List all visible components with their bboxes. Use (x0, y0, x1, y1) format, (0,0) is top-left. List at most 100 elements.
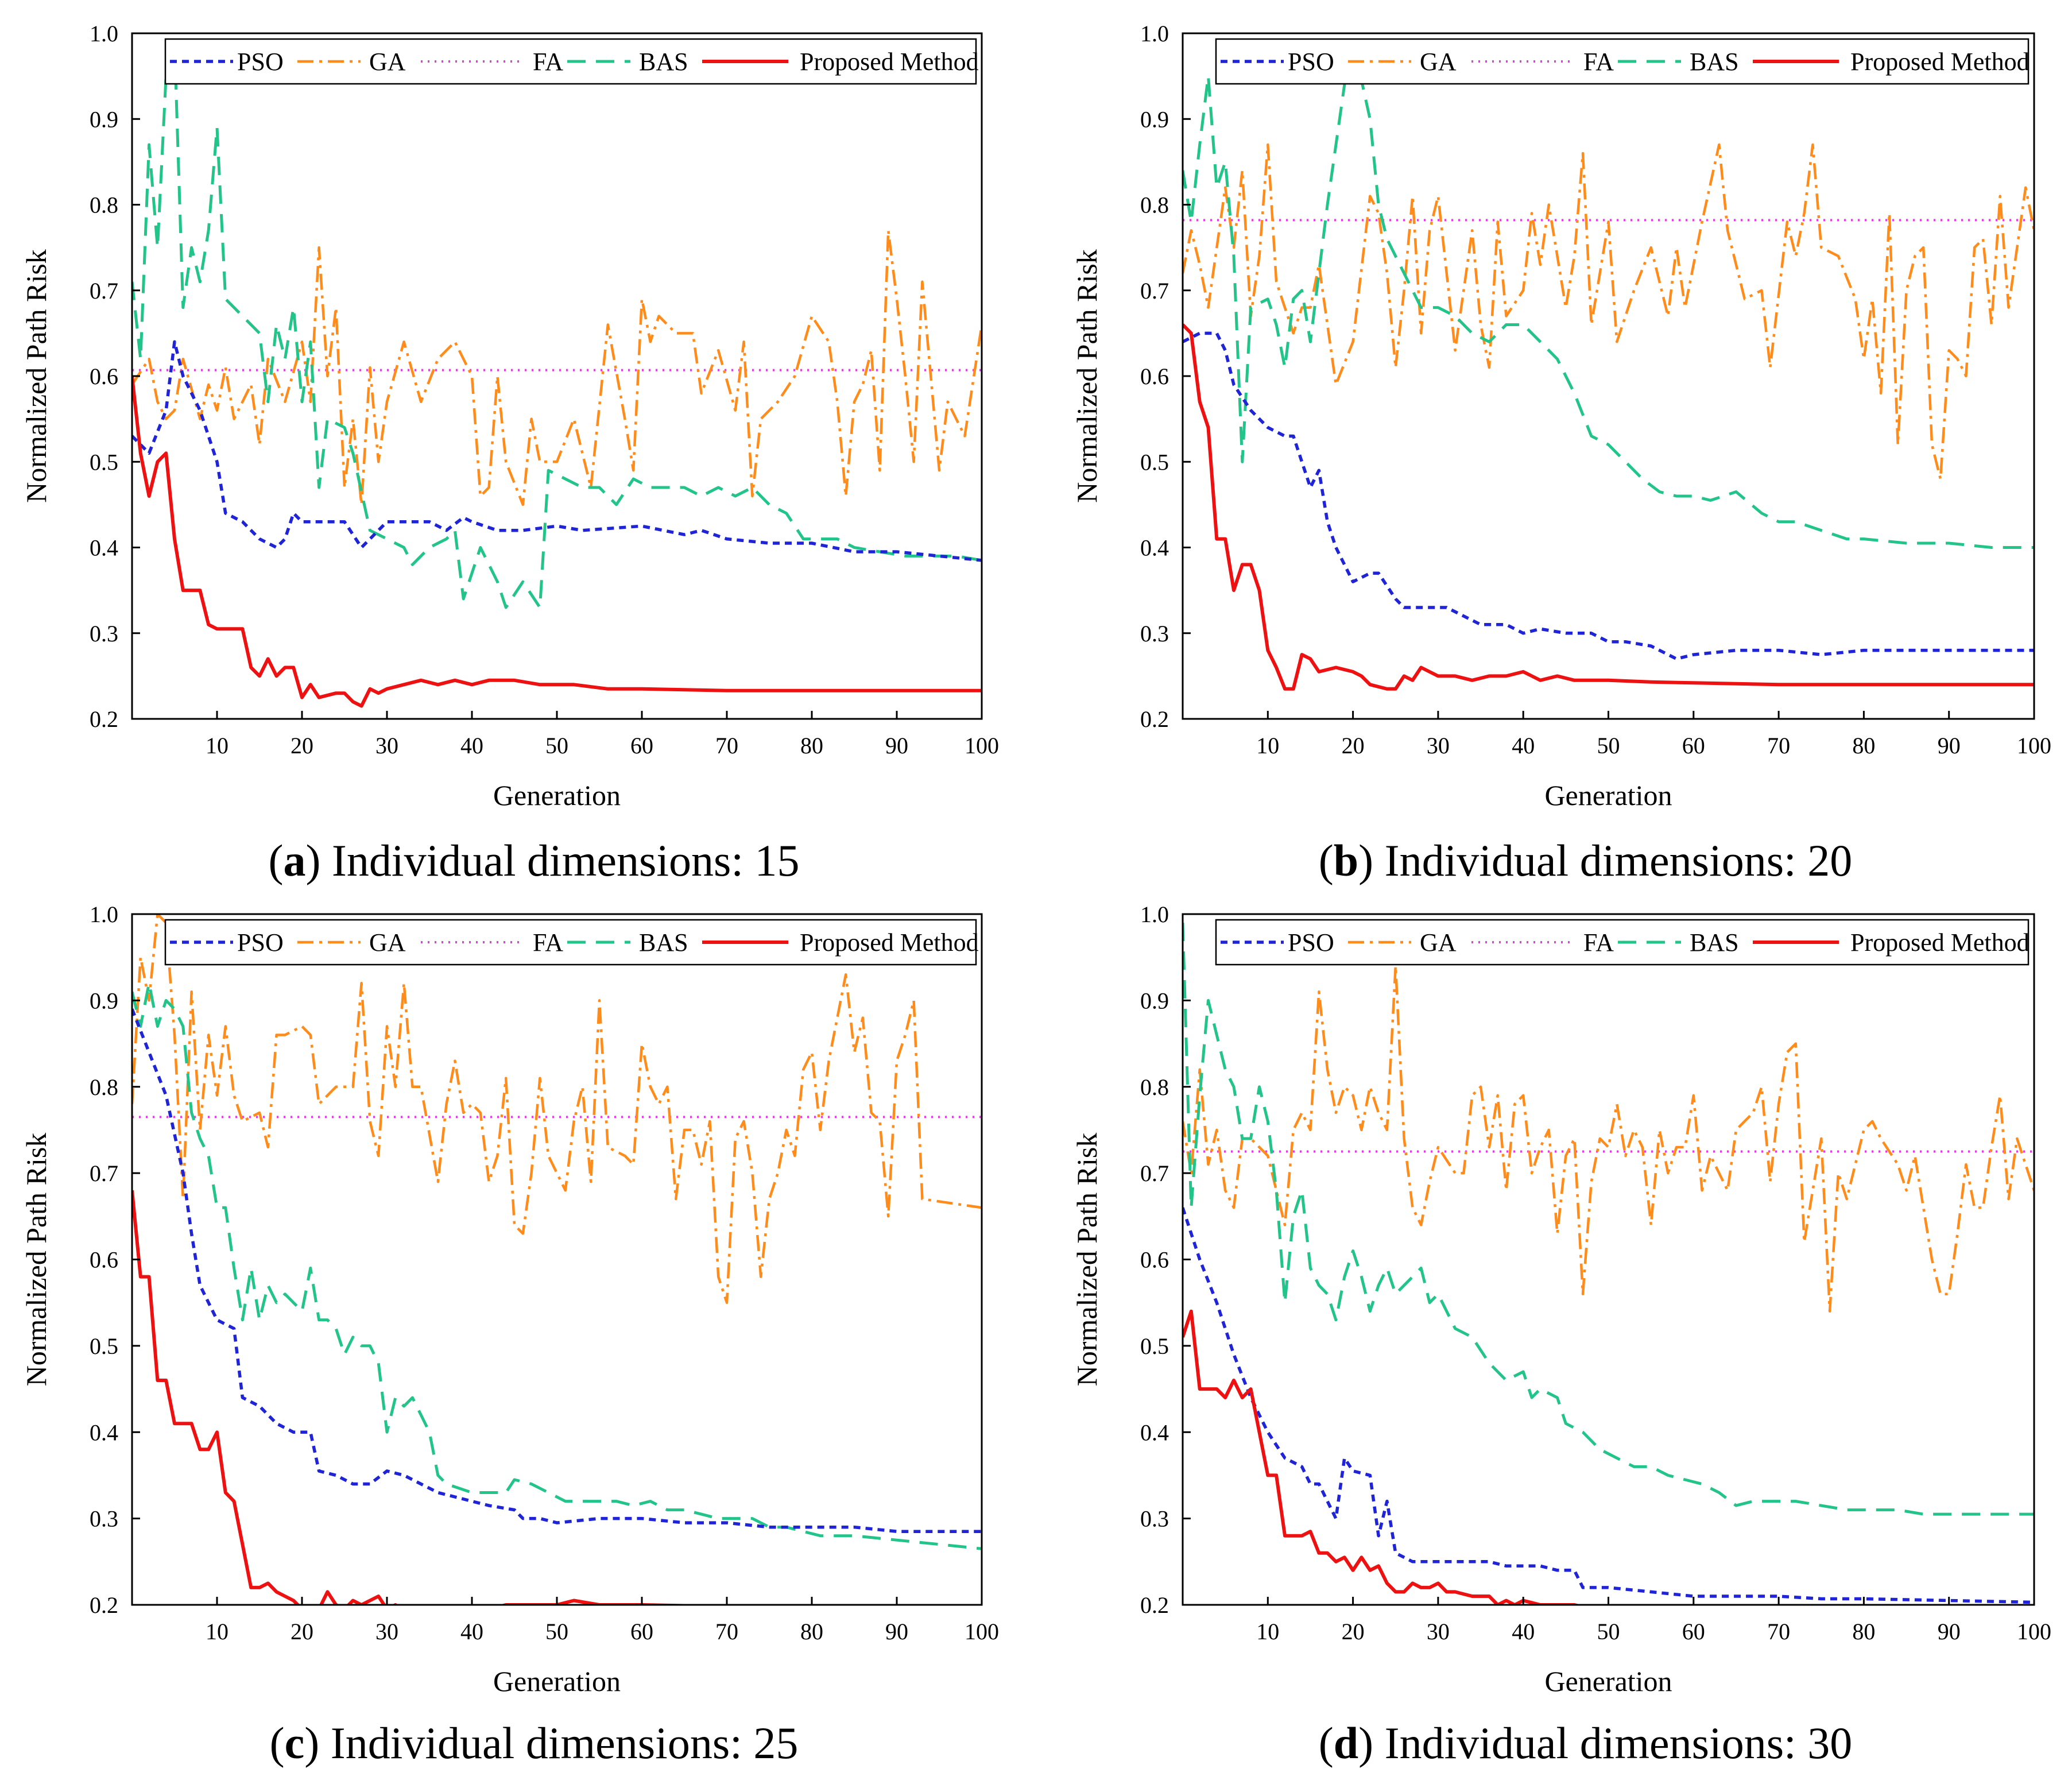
legend-label: Proposed Method (1850, 48, 2030, 76)
y-tick-label: 0.8 (1140, 1074, 1169, 1100)
caption-text: Individual dimensions: 15 (332, 835, 800, 885)
x-tick-label: 20 (291, 1619, 313, 1644)
y-tick-label: 0.8 (1140, 192, 1169, 218)
y-tick-label: 1.0 (1140, 21, 1169, 47)
series-line-proposed-method (1183, 1309, 1582, 1605)
caption-open-paren: ( (268, 835, 283, 885)
plot-frame (1182, 32, 2035, 720)
series-line-ga (1183, 143, 2034, 481)
x-tick-label: 70 (1767, 1619, 1790, 1644)
y-tick-label: 0.9 (90, 106, 118, 132)
x-tick-label: 100 (2017, 1619, 2051, 1644)
caption-panel-letter: a (283, 835, 305, 885)
x-tick-label: 40 (1512, 1619, 1535, 1644)
y-tick-label: 1.0 (1140, 901, 1169, 927)
caption-text: Individual dimensions: 30 (1385, 1718, 1853, 1768)
y-tick-label: 0.9 (1140, 988, 1169, 1013)
x-tick-label: 50 (1597, 1619, 1620, 1644)
legend-label: PSO (1288, 48, 1334, 76)
y-tick-label: 0.4 (90, 1419, 118, 1445)
y-tick-label: 0.5 (90, 449, 118, 475)
legend-label: FA (1583, 928, 1614, 957)
y-tick-label: 0.3 (90, 1506, 118, 1532)
y-tick-label: 0.9 (1140, 106, 1169, 132)
caption-close-paren: ) (305, 835, 331, 885)
y-tick-label: 0.2 (1140, 706, 1169, 732)
series-line-proposed-method (132, 376, 982, 708)
legend-label: GA (1420, 928, 1457, 957)
legend-label: BAS (639, 928, 688, 957)
x-tick-label: 10 (206, 1619, 228, 1644)
series-line-bas (1183, 922, 2034, 1516)
x-tick-label: 90 (1938, 733, 1961, 758)
y-tick-label: 1.0 (90, 901, 118, 927)
x-tick-label: 90 (885, 733, 908, 758)
legend: PSO GA FA BAS Proposed Method (164, 919, 979, 966)
x-axis-label: Generation (493, 1665, 621, 1697)
caption-panel-letter: d (1334, 1718, 1358, 1768)
x-tick-label: 30 (375, 1619, 398, 1644)
legend-label: PSO (237, 48, 284, 76)
y-tick-label: 0.8 (90, 1074, 118, 1100)
series-line-ga (132, 229, 982, 506)
x-tick-label: 50 (545, 733, 568, 758)
y-tick-label: 0.4 (90, 535, 118, 561)
legend-label: Proposed Method (1850, 928, 2030, 957)
y-tick-label: 0.7 (1140, 1160, 1169, 1186)
y-tick-label: 0.6 (1140, 363, 1169, 389)
y-axis-label: Normalized Path Risk (20, 249, 52, 503)
x-tick-label: 50 (545, 1619, 568, 1644)
legend-label: Proposed Method (800, 48, 979, 76)
caption-open-paren: ( (1319, 1718, 1334, 1768)
y-tick-label: 0.3 (1140, 621, 1169, 647)
chart-panel-d: 10 20 30 40 50 60 70 80 90 100 0.2 0.3 0.4 0.5 0.6 0.7 0… (1071, 901, 2051, 1768)
x-tick-label: 20 (1342, 1619, 1365, 1644)
x-tick-label: 60 (630, 733, 653, 758)
legend-label: Proposed Method (800, 928, 979, 957)
plot-frame (131, 32, 983, 720)
x-tick-label: 40 (460, 733, 483, 758)
legend-label: GA (369, 928, 406, 957)
series-line-pso (132, 1008, 982, 1533)
series-line-bas (132, 981, 982, 1550)
y-tick-label: 0.4 (1140, 1419, 1169, 1445)
x-tick-label: 40 (460, 1619, 483, 1644)
series-line-proposed-method (132, 1190, 982, 1605)
y-tick-label: 0.6 (90, 1247, 118, 1273)
y-tick-label: 0.8 (90, 192, 118, 218)
series-group (132, 40, 982, 708)
x-tick-label: 30 (375, 733, 398, 758)
x-axis-label: Generation (1544, 1665, 1672, 1697)
x-tick-label: 30 (1427, 1619, 1450, 1644)
x-tick-label: 100 (965, 733, 999, 758)
x-tick-label: 10 (1256, 733, 1279, 758)
x-tick-label: 70 (715, 733, 738, 758)
caption-open-paren: ( (270, 1718, 285, 1768)
chart-panel-c: 10 20 30 40 50 60 70 80 90 100 0.2 0.3 0.4 0.5 0.6 0.7 0… (20, 901, 999, 1768)
x-axis-label: Generation (1544, 779, 1672, 811)
x-tick-label: 60 (1682, 1619, 1705, 1644)
series-group (1183, 40, 2034, 691)
panel-caption: (b) Individual dimensions: 20 (1319, 835, 1852, 885)
series-line-pso (1183, 1207, 2034, 1604)
caption-close-paren: ) (1358, 835, 1384, 885)
series-group (132, 914, 982, 1605)
panel-caption: (d) Individual dimensions: 30 (1319, 1718, 1852, 1768)
chart-panel-b: 10 20 30 40 50 60 70 80 90 100 0.2 0.3 0.4 0.5 0.6 0.7 0… (1071, 21, 2051, 885)
panel-caption: (c) Individual dimensions: 25 (270, 1718, 799, 1768)
x-tick-label: 70 (715, 1619, 738, 1644)
series-line-proposed-method (1183, 323, 2034, 691)
legend-label: PSO (237, 928, 284, 957)
x-tick-label: 50 (1597, 733, 1620, 758)
x-axis-label: Generation (493, 779, 621, 811)
x-tick-label: 90 (1938, 1619, 1961, 1644)
y-tick-label: 0.6 (1140, 1247, 1169, 1273)
legend: PSO GA FA BAS Proposed Method (1215, 38, 2030, 85)
x-tick-label: 70 (1767, 733, 1790, 758)
series-line-pso (1183, 331, 2034, 661)
legend-label: BAS (639, 48, 688, 76)
caption-close-paren: ) (1358, 1718, 1384, 1768)
legend: PSO GA FA BAS Proposed Method (164, 38, 979, 85)
caption-panel-letter: c (285, 1718, 305, 1768)
x-tick-label: 100 (965, 1619, 999, 1644)
